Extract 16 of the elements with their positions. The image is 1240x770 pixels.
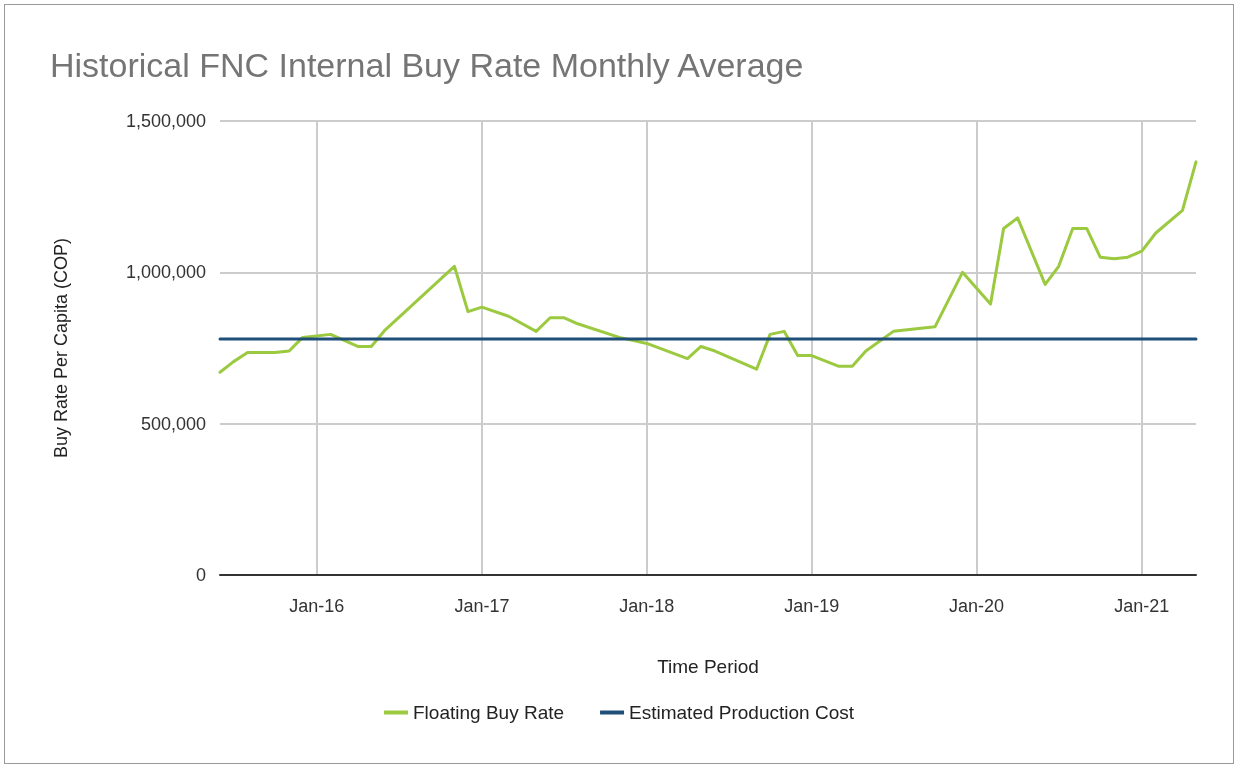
y-tick-label: 0	[195, 565, 206, 585]
line-series	[218, 160, 1198, 374]
y-axis-title: Buy Rate Per Capita (COP)	[51, 237, 71, 459]
x-tick-label: Jan-18	[619, 596, 675, 616]
x-tick-label: Jan-16	[289, 596, 345, 616]
y-tick-label: 1,000,000	[125, 262, 206, 283]
chart-title: Historical FNC Internal Buy Rate Monthly Average	[50, 46, 804, 84]
x-tick-label: Jan-21	[1114, 596, 1170, 616]
y-tick-label: 500,000	[140, 413, 206, 434]
legend-label: Floating Buy Rate	[413, 702, 565, 723]
y-tick-label: 1,500,000	[125, 111, 206, 131]
x-tick-label: Jan-17	[454, 596, 510, 616]
x-axis-title: Time Period	[657, 656, 759, 677]
x-tick-label: Jan-19	[784, 596, 840, 616]
legend-label: Estimated Production Cost	[629, 702, 855, 723]
x-tick-label: Jan-20	[948, 596, 1005, 616]
